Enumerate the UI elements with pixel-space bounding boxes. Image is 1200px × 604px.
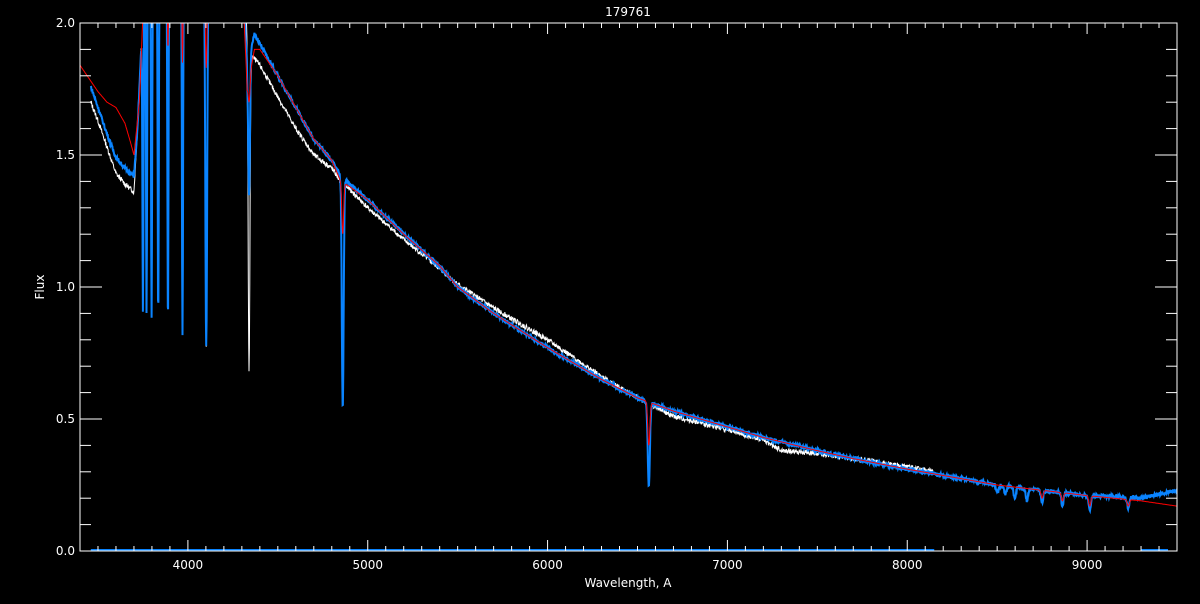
y-axis-label: Flux — [33, 275, 47, 300]
x-axis-label: Wavelength, A — [584, 576, 672, 590]
axis-ticks: 4000 5000 6000 7000 8000 9000 0.0 0.5 1.0 1.5 2.0 — [56, 16, 1178, 572]
x-tick-label: 7000 — [712, 558, 743, 572]
plot-frame — [79, 22, 1178, 552]
y-tick-label: 0.0 — [56, 544, 75, 558]
chart-title: 179761 — [605, 5, 651, 19]
y-tick-label: 1.5 — [56, 148, 75, 162]
x-tick-label: 6000 — [532, 558, 563, 572]
y-tick-label: 0.5 — [56, 412, 75, 426]
x-tick-label: 9000 — [1072, 558, 1103, 572]
y-tick-label: 1.0 — [56, 280, 75, 294]
series-line-2 — [80, 23, 1177, 507]
series-line-0 — [90, 23, 935, 475]
series-line-1 — [89, 23, 1177, 515]
series-layer — [80, 23, 1177, 551]
x-tick-label: 5000 — [352, 558, 383, 572]
y-tick-label: 2.0 — [56, 16, 75, 30]
x-tick-label: 8000 — [892, 558, 923, 572]
x-tick-label: 4000 — [173, 558, 204, 572]
